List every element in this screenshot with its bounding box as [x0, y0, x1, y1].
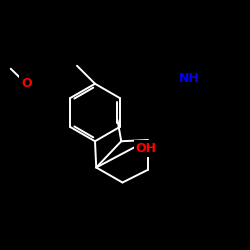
Text: O: O [21, 77, 32, 90]
Text: OH: OH [136, 142, 157, 155]
Text: NH: NH [178, 72, 199, 85]
